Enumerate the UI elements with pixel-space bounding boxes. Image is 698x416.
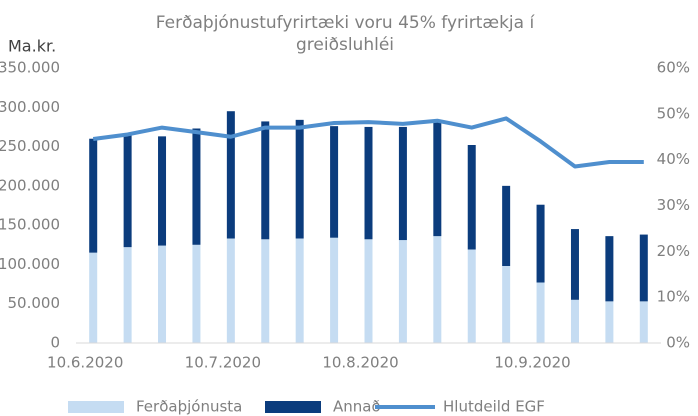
bar — [639, 301, 648, 343]
bar — [467, 249, 476, 343]
x-tick-label: 10.6.2020 — [47, 354, 123, 372]
bar — [570, 229, 579, 300]
bar — [364, 126, 373, 240]
bar — [433, 121, 442, 237]
bar — [398, 126, 407, 241]
bar — [226, 238, 235, 343]
bar — [158, 136, 167, 246]
legend-swatch — [68, 401, 124, 413]
line — [92, 116, 644, 169]
chart-title: Ferðaþjónustufyrirtæki voru 45% fyrirtæk… — [155, 13, 535, 55]
y2-tick-label: 50% — [657, 104, 690, 122]
y-tick-label: 250.000 — [0, 137, 60, 155]
bar — [89, 252, 98, 343]
bar — [502, 185, 511, 266]
bar — [570, 299, 579, 343]
bar — [192, 244, 201, 343]
legend-label: Hlutdeild EGF — [443, 398, 545, 416]
bar — [226, 111, 235, 239]
y2-tick-label: 60% — [657, 59, 690, 77]
y-tick-label: 0 — [50, 334, 60, 352]
bar — [330, 126, 339, 238]
y2-tick-label: 10% — [657, 288, 690, 306]
bar — [158, 245, 167, 343]
bar — [467, 145, 476, 250]
bar — [330, 237, 339, 343]
legend-label: Annað — [333, 398, 381, 416]
y2-tick-label: 40% — [657, 150, 690, 168]
bar — [123, 247, 132, 343]
y-tick-label: 200.000 — [0, 176, 60, 194]
y-axis-label: Ma.kr. — [8, 37, 56, 56]
x-tick-label: 10.8.2020 — [322, 354, 398, 372]
bar — [433, 236, 442, 343]
legend-swatch — [265, 401, 321, 413]
x-tick-label: 10.7.2020 — [185, 354, 261, 372]
bar — [536, 282, 545, 343]
bar — [502, 266, 511, 343]
bar — [605, 301, 614, 343]
bar — [123, 134, 132, 248]
bar — [89, 138, 98, 253]
y-tick-label: 100.000 — [0, 255, 60, 273]
legend-label: Ferðaþjónusta — [136, 398, 242, 416]
bar — [398, 240, 407, 343]
bar — [295, 238, 304, 343]
x-tick-label: 10.9.2020 — [494, 354, 570, 372]
bar — [261, 121, 270, 240]
y2-tick-label: 30% — [657, 196, 690, 214]
bar — [364, 239, 373, 343]
bar — [295, 119, 304, 239]
y-tick-label: 350.000 — [0, 59, 60, 77]
y-tick-label: 50.000 — [8, 294, 61, 312]
bar — [605, 236, 614, 302]
y2-tick-label: 0% — [666, 334, 690, 352]
bar — [192, 128, 201, 245]
bar — [261, 239, 270, 343]
y2-tick-label: 20% — [657, 242, 690, 260]
bar — [639, 234, 648, 302]
bar — [536, 204, 545, 283]
y-tick-label: 150.000 — [0, 216, 60, 234]
y-tick-label: 300.000 — [0, 98, 60, 116]
